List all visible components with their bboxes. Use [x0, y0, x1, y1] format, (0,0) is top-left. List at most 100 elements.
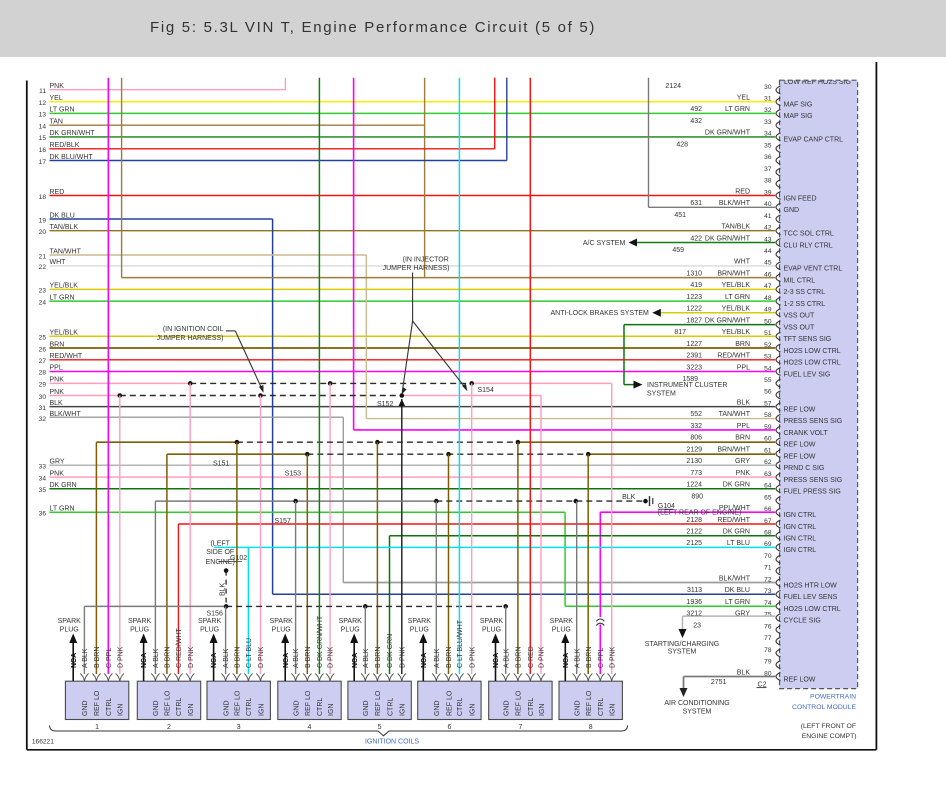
- svg-text:C LT BLU: C LT BLU: [246, 638, 253, 668]
- svg-text:12: 12: [39, 100, 47, 107]
- svg-text:419: 419: [690, 282, 702, 289]
- svg-text:FUEL LEV SENS: FUEL LEV SENS: [784, 594, 838, 601]
- svg-text:LT GRN: LT GRN: [725, 599, 750, 606]
- svg-text:SPARK: SPARK: [198, 618, 222, 625]
- svg-text:S152: S152: [377, 401, 393, 408]
- svg-text:C2: C2: [758, 682, 767, 689]
- svg-text:2128: 2128: [686, 517, 702, 524]
- svg-text:IGN CTRL: IGN CTRL: [784, 536, 817, 543]
- svg-text:35: 35: [764, 142, 772, 149]
- svg-text:6: 6: [447, 724, 451, 731]
- svg-text:51: 51: [764, 330, 772, 337]
- svg-text:LT GRN: LT GRN: [725, 106, 750, 113]
- svg-text:1589: 1589: [682, 376, 698, 383]
- svg-text:YEL: YEL: [737, 95, 750, 102]
- svg-text:14: 14: [39, 124, 47, 131]
- svg-text:NCA: NCA: [71, 653, 78, 668]
- svg-text:PPL/WHT: PPL/WHT: [719, 505, 751, 512]
- svg-text:1827: 1827: [686, 317, 702, 324]
- svg-text:31: 31: [764, 96, 772, 103]
- svg-text:SYSTEM: SYSTEM: [647, 390, 676, 397]
- svg-text:43: 43: [764, 236, 772, 243]
- svg-text:C PPL: C PPL: [598, 648, 605, 668]
- svg-text:REF LOW: REF LOW: [784, 453, 816, 460]
- svg-text:PLUG: PLUG: [60, 626, 79, 633]
- svg-text:4: 4: [308, 724, 312, 731]
- svg-text:IGN: IGN: [539, 704, 546, 716]
- svg-text:36: 36: [764, 154, 772, 161]
- svg-text:73: 73: [764, 588, 772, 595]
- svg-text:YEL/BLK: YEL/BLK: [722, 282, 751, 289]
- svg-text:PPL: PPL: [50, 365, 63, 372]
- svg-text:44: 44: [764, 248, 772, 255]
- svg-text:PNK: PNK: [50, 83, 65, 90]
- svg-text:GND: GND: [293, 700, 300, 716]
- svg-text:40: 40: [764, 201, 772, 208]
- svg-text:2-3 SS CTRL: 2-3 SS CTRL: [784, 289, 826, 296]
- svg-text:TAN/BLK: TAN/BLK: [50, 224, 79, 231]
- svg-text:IGN: IGN: [118, 704, 125, 716]
- svg-text:22: 22: [39, 264, 47, 271]
- svg-text:33: 33: [39, 464, 47, 471]
- svg-text:WHT: WHT: [50, 259, 67, 266]
- svg-text:34: 34: [764, 131, 772, 138]
- svg-text:459: 459: [672, 247, 684, 254]
- svg-text:REF LOW: REF LOW: [784, 676, 816, 683]
- svg-text:RED/WHT: RED/WHT: [50, 353, 83, 360]
- svg-text:42: 42: [764, 225, 772, 232]
- svg-text:CTRL: CTRL: [246, 698, 253, 716]
- svg-text:13: 13: [39, 112, 47, 119]
- svg-text:3: 3: [237, 724, 241, 731]
- svg-text:MIL CTRL: MIL CTRL: [784, 278, 816, 285]
- svg-text:NCA: NCA: [421, 653, 428, 668]
- svg-text:24: 24: [39, 299, 47, 306]
- svg-text:428: 428: [676, 141, 688, 148]
- svg-text:806: 806: [690, 435, 702, 442]
- svg-text:WHT: WHT: [734, 259, 751, 266]
- svg-text:MAF SIG: MAF SIG: [784, 102, 813, 109]
- svg-text:LOW REF HO2S SIG: LOW REF HO2S SIG: [784, 79, 851, 86]
- svg-text:YEL/BLK: YEL/BLK: [50, 283, 79, 290]
- svg-text:NCA: NCA: [493, 653, 500, 668]
- svg-text:C LT BLU/WHT: C LT BLU/WHT: [457, 619, 464, 668]
- svg-text:REF LO: REF LO: [94, 690, 101, 716]
- svg-text:35: 35: [39, 487, 47, 494]
- svg-text:A BLK: A BLK: [434, 648, 441, 668]
- svg-text:29: 29: [39, 382, 47, 389]
- svg-text:RED: RED: [50, 189, 65, 196]
- svg-text:CLU RLY CTRL: CLU RLY CTRL: [784, 242, 833, 249]
- svg-text:75: 75: [764, 612, 772, 619]
- svg-text:REF LO: REF LO: [305, 690, 312, 716]
- svg-text:B BRN: B BRN: [446, 647, 453, 668]
- svg-text:1: 1: [95, 724, 99, 731]
- svg-text:CTRL: CTRL: [528, 698, 535, 716]
- svg-text:TAN: TAN: [50, 119, 63, 126]
- svg-text:25: 25: [39, 335, 47, 342]
- svg-text:50: 50: [764, 318, 772, 325]
- svg-text:2391: 2391: [686, 353, 702, 360]
- svg-text:DK GRN: DK GRN: [50, 482, 77, 489]
- svg-text:GND: GND: [223, 700, 230, 716]
- svg-text:66: 66: [764, 506, 772, 513]
- svg-text:1310: 1310: [686, 271, 702, 278]
- svg-text:432: 432: [690, 118, 702, 125]
- svg-text:YEL/BLK: YEL/BLK: [722, 329, 751, 336]
- svg-text:8: 8: [589, 724, 593, 731]
- svg-text:IGN CTRL: IGN CTRL: [784, 547, 817, 554]
- svg-text:TAN/WHT: TAN/WHT: [719, 411, 751, 418]
- svg-text:20: 20: [39, 229, 47, 236]
- svg-text:C RED/WHT: C RED/WHT: [176, 628, 183, 668]
- svg-text:JUMPER HARNESS): JUMPER HARNESS): [157, 335, 224, 342]
- svg-text:C RED: C RED: [528, 646, 535, 668]
- svg-text:15: 15: [39, 135, 47, 142]
- svg-text:BLK/WHT: BLK/WHT: [50, 411, 82, 418]
- svg-text:A/C SYSTEM: A/C SYSTEM: [583, 240, 626, 247]
- svg-text:69: 69: [764, 541, 772, 548]
- svg-text:EVAP VENT CTRL: EVAP VENT CTRL: [784, 266, 843, 273]
- svg-text:D PNK: D PNK: [539, 646, 546, 668]
- svg-text:BRN: BRN: [50, 341, 65, 348]
- svg-text:3223: 3223: [686, 364, 702, 371]
- svg-text:B BRN: B BRN: [516, 647, 523, 668]
- svg-text:S156: S156: [207, 611, 223, 618]
- svg-text:18: 18: [39, 194, 47, 201]
